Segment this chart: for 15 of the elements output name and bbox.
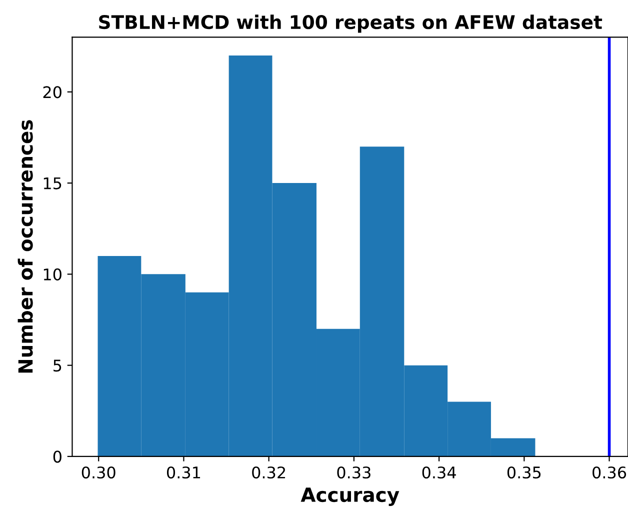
chart-title: STBLN+MCD with 100 repeats on AFEW dataset (99, 14, 602, 33)
x-tick-label: 0.35 (507, 466, 541, 479)
x-tick-label: 0.31 (166, 466, 200, 479)
x-tick-label: 0.36 (592, 466, 626, 479)
x-tick-label: 0.34 (422, 466, 456, 479)
y-tick-label: 5 (54, 360, 62, 372)
y-tick-label: 0 (53, 450, 62, 463)
y-tick-label: 10 (44, 268, 62, 280)
x-tick-label: 0.30 (82, 466, 116, 479)
x-tick-label: 0.33 (337, 466, 370, 479)
y-tick-label: 15 (44, 177, 62, 190)
x-axis-title: Accuracy (300, 488, 400, 506)
y-axis-title: Number of occurrences (18, 120, 33, 373)
x-tick-label: 0.32 (252, 466, 286, 479)
y-tick-label: 20 (43, 86, 62, 98)
